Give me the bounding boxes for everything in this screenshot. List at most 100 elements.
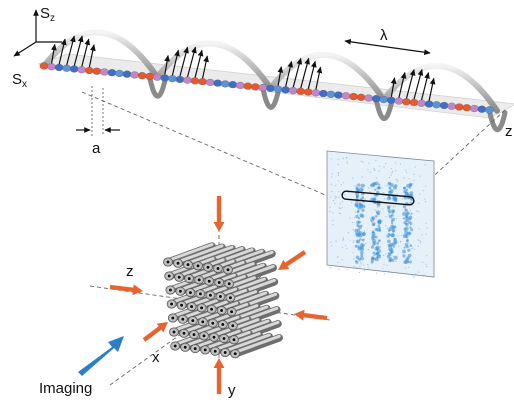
tube-atom <box>190 305 194 309</box>
stripe-dot <box>402 254 406 258</box>
ribbon-dip <box>146 72 168 99</box>
lattice-site <box>258 84 268 92</box>
noise-dot <box>337 174 340 176</box>
stripe-dot <box>403 246 406 249</box>
spin-arrow <box>81 38 91 67</box>
spin-arrow <box>307 60 317 90</box>
stripe-dot <box>402 217 406 220</box>
stripe-dot <box>409 191 414 195</box>
stripe-dot <box>359 251 364 255</box>
lattice-site <box>122 70 132 78</box>
stripe-dot <box>377 239 381 243</box>
stripe-dot <box>410 228 414 232</box>
noise-dot <box>344 194 346 196</box>
noise-dot <box>382 208 384 210</box>
noise-dot <box>354 185 356 187</box>
noise-dot <box>362 161 364 163</box>
noise-dot <box>389 177 391 179</box>
noise-dot <box>342 158 344 160</box>
lattice-site <box>137 72 147 80</box>
noise-dot <box>395 218 397 220</box>
stripe-dot <box>355 214 359 219</box>
lattice-site <box>417 99 426 107</box>
noise-dot <box>401 198 404 200</box>
noise-dot <box>426 227 428 229</box>
stripe-dot <box>358 225 362 230</box>
stripe-dot <box>392 185 398 190</box>
noise-dot <box>343 182 345 184</box>
noise-dot <box>414 248 416 250</box>
noise-dot <box>375 269 377 271</box>
stripe-dot <box>402 204 407 209</box>
stripe-dot <box>374 188 377 191</box>
stripe-dot <box>404 226 409 231</box>
noise-dot <box>353 217 355 219</box>
noise-dot <box>378 170 380 172</box>
noise-dot <box>382 220 384 222</box>
noise-dot <box>405 169 407 171</box>
spin-arrow <box>285 60 294 87</box>
stripe-dot <box>357 217 361 220</box>
noise-dot <box>367 264 369 266</box>
stripe-dot <box>361 243 365 247</box>
noise-dot <box>426 266 428 268</box>
noise-dot <box>338 212 340 214</box>
beam-head <box>132 284 143 296</box>
stripe-dot <box>376 241 380 245</box>
stripe-dot <box>404 208 407 211</box>
noise-dot <box>337 158 339 160</box>
spin-arrow <box>292 57 303 88</box>
stripe-dot <box>409 226 412 229</box>
stripe-dot <box>354 260 358 263</box>
tube-highlight <box>186 245 234 265</box>
noise-dot <box>332 200 335 202</box>
spin-arrow <box>194 49 204 79</box>
tube-atom <box>193 347 197 351</box>
noise-dot <box>346 247 348 249</box>
lattice-site <box>439 101 449 110</box>
noise-dot <box>353 239 355 242</box>
noise-dot <box>410 248 412 250</box>
tube-atom <box>231 324 235 328</box>
lattice-site <box>318 90 328 98</box>
spin-arrow <box>201 55 209 79</box>
lattice-site <box>47 63 56 71</box>
beam-head <box>277 259 290 271</box>
noise-dot <box>331 176 333 178</box>
lattice-site <box>251 83 260 91</box>
stripe-dot <box>355 255 360 260</box>
noise-dot <box>339 203 341 205</box>
imaging-label: Imaging <box>39 380 92 397</box>
noise-dot <box>418 210 420 212</box>
ribbon-arc <box>154 40 274 92</box>
lattice-site <box>198 78 207 86</box>
beam-shaft <box>142 325 163 342</box>
lattice-y-axis-label: y <box>228 382 236 399</box>
stripe-dot <box>357 183 361 187</box>
noise-dot <box>364 198 366 200</box>
spin-arrow <box>179 46 189 77</box>
noise-dot <box>390 204 392 206</box>
noise-dot <box>338 269 340 271</box>
lattice-site <box>303 88 313 96</box>
stripe-dot <box>377 219 382 224</box>
lattice-site <box>92 67 102 75</box>
noise-dot <box>418 240 420 242</box>
tube-atom <box>183 345 187 349</box>
lattice-site <box>447 102 457 110</box>
stripe-dot <box>359 238 362 241</box>
tube-atom <box>173 344 177 348</box>
noise-dot <box>375 218 377 220</box>
stripe-dot <box>403 186 406 190</box>
lattice-site <box>379 95 389 104</box>
stripe-dot <box>408 260 412 264</box>
tube-highlight <box>166 243 214 262</box>
lattice-site <box>213 79 222 87</box>
lattice-site <box>243 82 253 90</box>
laser-beam <box>213 196 225 232</box>
lattice-site <box>296 87 306 95</box>
noise-dot <box>352 252 354 254</box>
stripe-dot <box>360 183 365 188</box>
noise-dot <box>329 210 331 213</box>
noise-dot <box>410 232 412 234</box>
